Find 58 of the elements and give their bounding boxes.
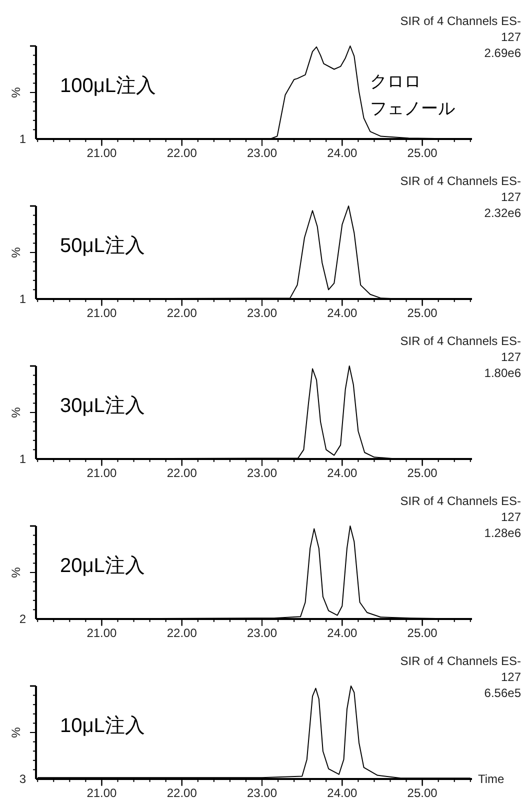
text: SIR of 4 Channels ES- (400, 14, 521, 28)
y-axis-title: % (9, 726, 23, 738)
text: 1 (19, 452, 26, 466)
x-tick-label: 23.00 (247, 146, 278, 160)
text: 10μL注入 (60, 715, 145, 737)
x-tick-label: 25.00 (407, 306, 438, 320)
x-tick-label: 22.00 (166, 626, 198, 640)
x-tick-label: 25.00 (407, 146, 438, 160)
text: SIR of 4 Channels ES- (400, 494, 521, 508)
text: 1.80e6 (484, 366, 522, 380)
x-tick-label: 21.00 (86, 626, 118, 640)
x-tick-label: 23.00 (247, 306, 278, 320)
x-tick-label: 22.00 (166, 146, 198, 160)
text: 1 (19, 292, 26, 306)
x-tick-label: 23.00 (247, 786, 278, 800)
text: 127 (500, 510, 522, 524)
x-tick-label: 25.00 (407, 466, 438, 480)
x-tick-label: 23.00 (247, 626, 278, 640)
annotation: フェノール (370, 99, 455, 118)
x-tick-label: 24.00 (327, 146, 358, 160)
x-tick-label: 22.00 (166, 466, 198, 480)
text: 50μL注入 (60, 235, 145, 257)
x-tick-label: 23.00 (247, 466, 278, 480)
text: 127 (500, 350, 522, 364)
text: SIR of 4 Channels ES- (400, 174, 521, 188)
text: 127 (500, 190, 522, 204)
y-axis-title: % (9, 86, 23, 98)
x-tick-label: 25.00 (407, 626, 438, 640)
x-tick-label: 22.00 (166, 306, 198, 320)
x-tick-label: 25.00 (407, 786, 438, 800)
x-tick-label: 22.00 (166, 786, 198, 800)
x-tick-label: 24.00 (327, 786, 358, 800)
x-tick-label: 21.00 (86, 146, 118, 160)
text: 1 (19, 132, 26, 146)
text: 6.56e5 (484, 686, 522, 700)
text: 30μL注入 (60, 395, 145, 417)
y-axis-title: % (9, 566, 23, 578)
y-axis-title: % (9, 406, 23, 418)
x-tick-label: 21.00 (86, 466, 118, 480)
text: 2.69e6 (484, 46, 522, 60)
y-axis-title: % (9, 246, 23, 258)
x-tick-label: 21.00 (86, 306, 118, 320)
text: 20μL注入 (60, 555, 145, 577)
text: 2.32e6 (484, 206, 522, 220)
x-axis-title: Time (478, 772, 505, 786)
text: SIR of 4 Channels ES- (400, 334, 521, 348)
x-tick-label: 24.00 (327, 626, 358, 640)
text: SIR of 4 Channels ES- (400, 654, 521, 668)
text: 2 (19, 612, 26, 626)
annotation: クロロ (370, 72, 421, 91)
x-tick-label: 21.00 (86, 786, 118, 800)
text: 3 (19, 772, 26, 786)
text: 1.28e6 (484, 526, 522, 540)
x-tick-label: 24.00 (327, 466, 358, 480)
text: 127 (500, 30, 522, 44)
text: 100μL注入 (60, 75, 156, 97)
text: 127 (500, 670, 522, 684)
x-tick-label: 24.00 (327, 306, 358, 320)
